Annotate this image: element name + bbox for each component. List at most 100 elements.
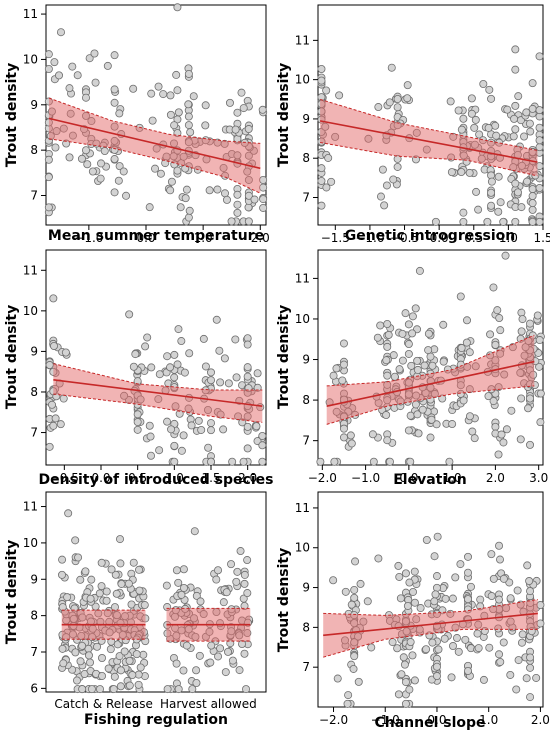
data-point xyxy=(461,635,470,644)
data-point xyxy=(177,446,186,455)
data-point xyxy=(49,294,58,303)
data-point xyxy=(167,177,176,186)
data-point xyxy=(463,552,472,561)
data-point xyxy=(97,159,106,168)
data-point xyxy=(195,651,204,660)
band-lower-edge xyxy=(326,385,535,425)
data-point xyxy=(413,410,422,419)
data-point xyxy=(463,666,472,675)
data-point xyxy=(489,574,498,583)
data-point xyxy=(49,421,58,430)
data-point xyxy=(499,638,508,647)
data-point xyxy=(399,653,408,662)
data-point xyxy=(513,586,522,595)
data-point xyxy=(77,154,86,163)
data-point xyxy=(322,183,331,192)
y-tick-label: 6 xyxy=(30,681,38,695)
data-point xyxy=(316,457,325,466)
data-point xyxy=(231,335,240,344)
data-point xyxy=(526,653,535,662)
data-point xyxy=(499,574,508,583)
data-point xyxy=(174,325,183,334)
data-point xyxy=(184,121,193,130)
data-point xyxy=(87,575,96,584)
data-point xyxy=(84,651,93,660)
data-point xyxy=(206,457,215,466)
data-point xyxy=(259,183,268,192)
data-point xyxy=(517,394,526,403)
data-point xyxy=(356,579,365,588)
data-point xyxy=(383,319,392,328)
data-point xyxy=(487,177,496,186)
data-point xyxy=(201,362,210,371)
data-point xyxy=(374,103,383,112)
data-point xyxy=(181,194,190,203)
data-point xyxy=(125,310,134,319)
data-point xyxy=(394,690,403,699)
x-tick-label: 0.0 xyxy=(399,471,418,485)
data-point xyxy=(505,578,514,587)
data-point xyxy=(115,109,124,118)
data-point xyxy=(81,567,90,576)
data-point xyxy=(489,283,498,292)
data-point xyxy=(189,92,198,101)
data-point xyxy=(514,656,523,665)
data-point xyxy=(225,98,234,107)
y-tick-label: 8 xyxy=(302,393,310,407)
fitted-line xyxy=(319,120,538,163)
data-point xyxy=(426,352,435,361)
confidence-band xyxy=(319,98,538,177)
data-point xyxy=(244,217,253,226)
data-point xyxy=(220,189,229,198)
data-point xyxy=(509,132,518,141)
data-point xyxy=(91,602,100,611)
data-point xyxy=(252,422,261,431)
data-point xyxy=(535,336,544,345)
data-point xyxy=(329,371,338,380)
y-axis-label: Trout density xyxy=(276,548,292,653)
data-point xyxy=(110,603,119,612)
x-tick-label: 1.0 xyxy=(165,471,184,485)
data-point xyxy=(432,420,441,429)
data-point xyxy=(179,565,188,574)
data-point xyxy=(119,167,128,176)
data-point xyxy=(219,425,228,434)
data-point xyxy=(65,84,74,93)
data-point xyxy=(233,567,242,576)
data-point xyxy=(499,217,508,226)
fitted-line xyxy=(48,117,261,170)
band-lower-edge xyxy=(48,138,261,194)
data-point xyxy=(50,58,59,67)
data-point xyxy=(390,372,399,381)
data-point xyxy=(332,364,341,373)
data-point xyxy=(526,587,535,596)
data-point xyxy=(71,648,80,657)
data-point xyxy=(139,650,148,659)
data-point xyxy=(471,115,480,124)
band-upper-edge xyxy=(53,363,263,391)
data-point xyxy=(495,541,504,550)
data-point xyxy=(51,414,60,423)
data-point xyxy=(452,634,461,643)
x-tick-label: 0.5 xyxy=(128,471,147,485)
data-point xyxy=(184,69,193,78)
data-point xyxy=(368,430,377,439)
data-point xyxy=(418,405,427,414)
data-point xyxy=(166,363,175,372)
data-point xyxy=(535,217,544,226)
y-tick-label: 11 xyxy=(295,271,310,285)
data-point xyxy=(347,600,356,609)
data-point xyxy=(206,658,215,667)
confidence-band-area xyxy=(323,599,538,658)
data-point xyxy=(147,451,156,460)
panel-fishing-regulation: Catch & Release Harvest allowed 67891011 … xyxy=(4,491,267,728)
confidence-band xyxy=(323,599,538,658)
data-point xyxy=(166,186,175,195)
y-axis-ticks: 7 8 9 10 11 xyxy=(295,33,318,205)
data-point xyxy=(44,155,53,164)
data-point xyxy=(449,642,458,651)
data-point xyxy=(228,656,237,665)
data-point xyxy=(219,598,228,607)
data-point xyxy=(484,392,493,401)
data-point xyxy=(44,203,53,212)
